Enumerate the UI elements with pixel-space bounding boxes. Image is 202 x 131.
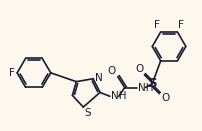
Text: O: O [107, 66, 115, 76]
Text: NH: NH [137, 83, 152, 92]
Text: F: F [178, 20, 183, 30]
Text: N: N [95, 73, 102, 83]
Text: F: F [9, 68, 15, 78]
Text: F: F [153, 20, 159, 30]
Text: S: S [147, 77, 156, 90]
Text: NH: NH [110, 91, 126, 101]
Text: O: O [135, 64, 143, 74]
Text: S: S [84, 108, 90, 118]
Text: O: O [160, 93, 169, 103]
